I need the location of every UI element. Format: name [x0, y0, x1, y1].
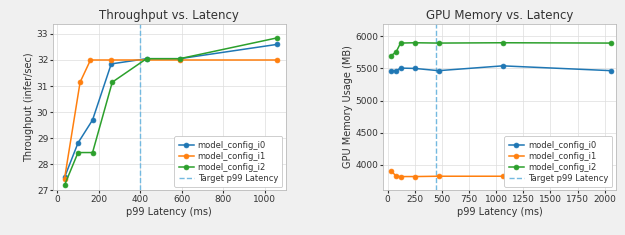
model_config_i0 [107, 63, 115, 65]
model_config_i1 [411, 175, 418, 178]
model_config_i0 [176, 57, 184, 60]
model_config_i2 [411, 41, 418, 44]
model_config_i2 [392, 50, 400, 53]
X-axis label: p99 Latency (ms): p99 Latency (ms) [456, 207, 542, 217]
model_config_i2 [61, 184, 68, 187]
Line: model_config_i1: model_config_i1 [62, 58, 280, 181]
model_config_i2 [388, 54, 395, 57]
model_config_i2 [142, 57, 150, 60]
X-axis label: p99 Latency (ms): p99 Latency (ms) [126, 207, 213, 217]
model_config_i0 [608, 69, 615, 72]
model_config_i0 [74, 141, 82, 144]
Line: model_config_i0: model_config_i0 [389, 63, 614, 73]
Y-axis label: Throughput (infer/sec): Throughput (infer/sec) [24, 52, 34, 162]
model_config_i2 [274, 36, 281, 39]
model_config_i0 [142, 57, 150, 60]
model_config_i1 [107, 59, 115, 61]
Y-axis label: GPU Memory Usage (MB): GPU Memory Usage (MB) [342, 46, 352, 168]
model_config_i0 [61, 176, 68, 179]
model_config_i0 [392, 69, 400, 72]
model_config_i0 [499, 64, 506, 67]
model_config_i1 [499, 175, 506, 178]
model_config_i2 [176, 57, 184, 60]
Legend: model_config_i0, model_config_i1, model_config_i2, Target p99 Latency: model_config_i0, model_config_i1, model_… [504, 137, 612, 187]
model_config_i0 [397, 67, 404, 70]
model_config_i2 [74, 151, 82, 154]
model_config_i1 [435, 175, 442, 178]
model_config_i2 [397, 42, 404, 44]
model_config_i1 [176, 59, 184, 61]
model_config_i2 [499, 41, 506, 44]
model_config_i2 [608, 42, 615, 44]
Legend: model_config_i0, model_config_i1, model_config_i2, Target p99 Latency: model_config_i0, model_config_i1, model_… [174, 137, 282, 187]
model_config_i1 [392, 175, 400, 178]
model_config_i1 [87, 59, 94, 61]
Line: model_config_i0: model_config_i0 [62, 42, 280, 180]
Line: model_config_i1: model_config_i1 [389, 169, 505, 179]
Line: model_config_i2: model_config_i2 [389, 40, 614, 58]
model_config_i2 [435, 42, 442, 44]
model_config_i1 [397, 175, 404, 178]
Title: GPU Memory vs. Latency: GPU Memory vs. Latency [426, 9, 573, 22]
model_config_i0 [411, 67, 418, 70]
model_config_i1 [274, 59, 281, 61]
Title: Throughput vs. Latency: Throughput vs. Latency [99, 9, 239, 22]
model_config_i1 [76, 81, 84, 84]
model_config_i0 [388, 69, 395, 72]
model_config_i0 [274, 43, 281, 46]
model_config_i2 [89, 151, 96, 154]
model_config_i2 [109, 81, 116, 84]
Line: model_config_i2: model_config_i2 [62, 35, 280, 188]
model_config_i1 [388, 170, 395, 172]
model_config_i0 [435, 69, 442, 72]
model_config_i1 [61, 177, 68, 180]
model_config_i0 [89, 118, 96, 121]
